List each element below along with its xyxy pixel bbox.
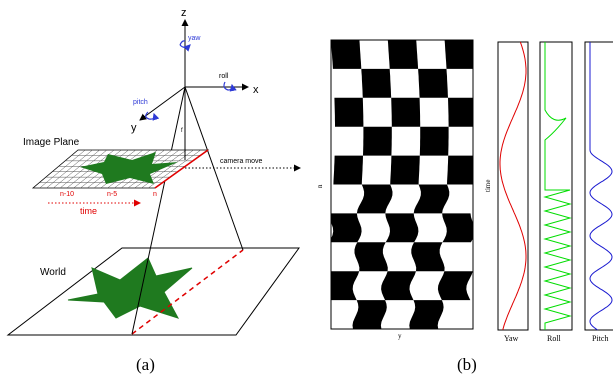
- checker-cell: [333, 155, 363, 185]
- checker-cell: [363, 126, 392, 156]
- checkerboard-axis-y: y: [398, 332, 402, 340]
- checker-cell: [409, 300, 444, 329]
- checker-cell: [413, 184, 450, 214]
- time-axis-label: time: [484, 180, 492, 192]
- focal-length-label: f: [181, 128, 183, 134]
- checker-cell: [334, 97, 364, 127]
- checker-cell: [356, 184, 393, 214]
- checker-cell: [361, 68, 392, 98]
- current-row-edge: [154, 149, 209, 189]
- checker-cell: [354, 242, 388, 272]
- camera-move-label: camera move: [220, 158, 263, 165]
- checker-cell: [331, 271, 360, 301]
- pitch-rotation-icon: [145, 111, 160, 121]
- checker-cell: [387, 40, 419, 69]
- rolling-shutter-checkerboard: [331, 40, 473, 329]
- checker-cell: [381, 271, 416, 301]
- checker-cell: [331, 213, 362, 243]
- yaw-rotation-icon: [179, 40, 191, 52]
- checker-cell: [411, 242, 445, 272]
- roll-signal-line: [543, 42, 572, 330]
- grid-line: [39, 149, 86, 189]
- roll-rotation-icon: [223, 81, 237, 92]
- checker-cell: [418, 68, 448, 98]
- row-label-n-10: n-10: [60, 191, 74, 198]
- panel-b-caption: (b): [457, 355, 477, 374]
- row-label-n: n: [153, 191, 157, 198]
- panel-a: z x y f yaw roll pitch camera move Image…: [6, 7, 301, 374]
- grid-line: [46, 149, 93, 189]
- world-plane: [6, 247, 300, 336]
- pitch-signal-line: [589, 42, 613, 331]
- pitch-strip-frame: [584, 41, 613, 331]
- row-label-n-5: n-5: [107, 191, 117, 198]
- yaw-strip-label: Yaw: [504, 334, 519, 343]
- x-axis-label: x: [253, 84, 259, 96]
- roll-label: roll: [219, 73, 229, 80]
- panel-b: n y time Yaw Roll Pitch (b): [316, 39, 613, 374]
- grid-line: [53, 149, 100, 189]
- image-plane-label: Image Plane: [23, 137, 80, 148]
- checker-cell: [442, 213, 473, 243]
- z-axis-label: z: [181, 7, 187, 19]
- checker-cell: [331, 40, 362, 69]
- grid-line: [59, 149, 108, 189]
- yaw-signal-line: [499, 41, 527, 331]
- checker-cell: [352, 300, 387, 329]
- panel-a-caption: (a): [136, 355, 155, 374]
- y-axis-label: y: [131, 122, 137, 134]
- checker-cell: [390, 155, 420, 185]
- checker-cell: [419, 126, 449, 156]
- pitch-strip-label: Pitch: [592, 334, 608, 343]
- roll-strip-label: Roll: [547, 334, 562, 343]
- image-plane-object-shape: [80, 152, 178, 184]
- y-axis: [139, 86, 186, 121]
- roll-strip-frame: [539, 41, 573, 331]
- time-label: time: [80, 206, 97, 216]
- checker-cell: [444, 40, 473, 69]
- checker-cell: [385, 213, 419, 243]
- checker-cell: [448, 97, 473, 127]
- projection-line-left: [131, 86, 186, 335]
- world-object-shape: [67, 257, 193, 319]
- grid-line: [148, 149, 201, 189]
- checker-cell: [391, 97, 421, 127]
- pitch-label: pitch: [133, 99, 148, 106]
- world-label: World: [40, 267, 66, 278]
- checker-cell: [437, 271, 473, 301]
- checkerboard-frame: [330, 39, 474, 330]
- checkerboard-axis-n: n: [316, 184, 324, 188]
- yaw-strip-frame: [497, 41, 529, 331]
- checker-cell: [447, 155, 473, 185]
- yaw-label: yaw: [188, 35, 201, 42]
